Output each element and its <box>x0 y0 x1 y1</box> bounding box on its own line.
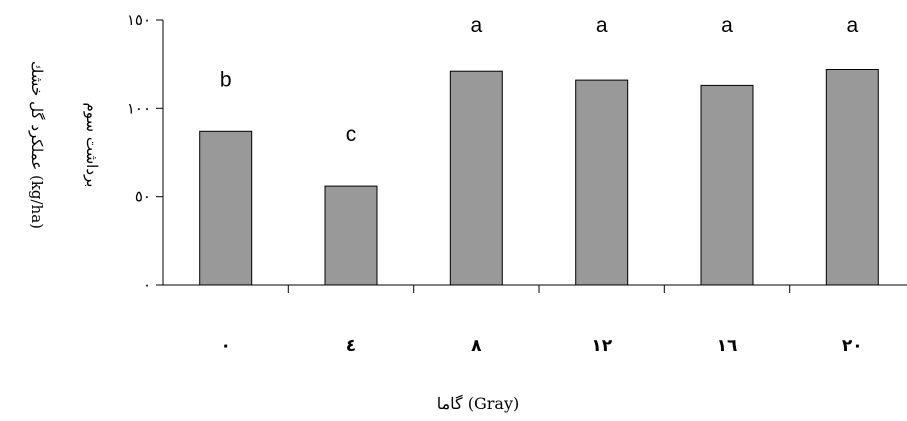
significance-letter-4: a <box>721 14 733 37</box>
y-tick-label-0: ٠ <box>143 276 151 294</box>
significance-letter-5: a <box>846 14 858 37</box>
x-ticks-group: ٠ ٤ ٨ ١٢ ١٦ ٢٠ <box>221 285 863 356</box>
significance-letter-1: c <box>346 123 357 146</box>
significance-letters: b c a a a a <box>220 14 859 146</box>
significance-letter-0: b <box>220 68 232 91</box>
x-tick-label-3: ١٢ <box>591 336 612 356</box>
x-tick-label-1: ٤ <box>346 336 356 356</box>
x-axis-label: گاما (Gray) <box>437 394 520 413</box>
y-axis-label-line1: عملكرد گل خشك (kg/ha) <box>28 61 46 229</box>
x-tick-label-0: ٠ <box>221 336 231 356</box>
bar-5 <box>825 69 879 286</box>
significance-letter-3: a <box>596 14 608 37</box>
x-tick-label-4: ١٦ <box>717 336 738 356</box>
y-tick-label-3: ١٥٠ <box>127 11 151 29</box>
bar-0 <box>199 130 253 286</box>
x-tick-label-5: ٢٠ <box>842 336 863 356</box>
x-tick-label-2: ٨ <box>471 336 482 356</box>
y-axis-label-secondary: برداشت سوم <box>83 103 101 188</box>
y-tick-label-1: ٥٠ <box>135 188 151 206</box>
bar-2 <box>449 70 503 286</box>
bar-1 <box>324 185 378 286</box>
bar-4 <box>700 84 754 286</box>
bar-3 <box>575 79 629 286</box>
y-ticks-group: ٠ ٥٠ ١٠٠ ١٥٠ <box>127 11 163 294</box>
y-axis-label: عملكرد گل خشك (kg/ha) <box>28 61 46 229</box>
significance-letter-2: a <box>470 14 482 37</box>
y-axis-label-line2: برداشت سوم <box>83 103 101 188</box>
bars-group <box>199 69 879 286</box>
y-tick-label-2: ١٠٠ <box>127 99 151 117</box>
